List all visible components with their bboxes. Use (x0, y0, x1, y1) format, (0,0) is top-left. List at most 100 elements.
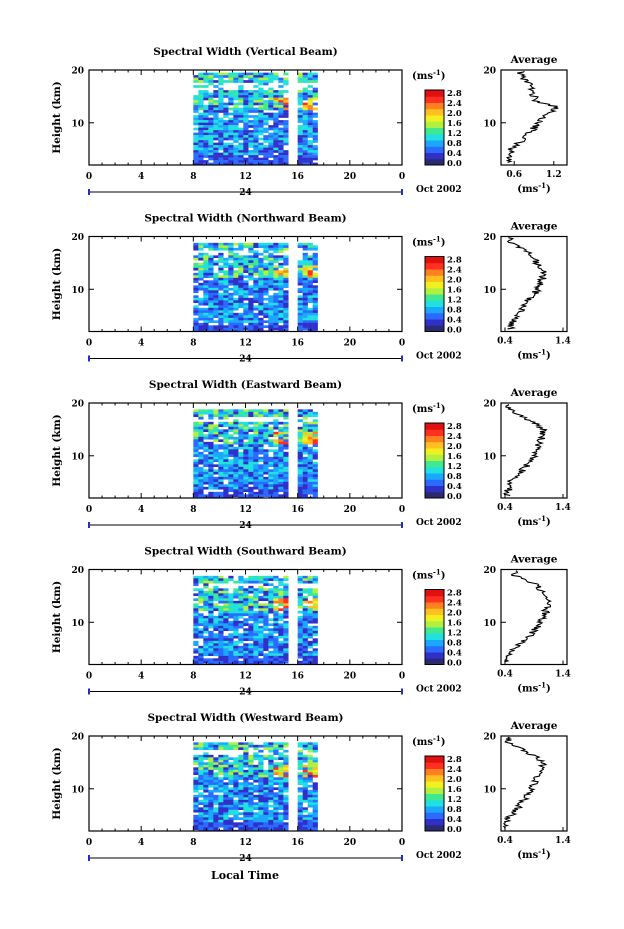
heatmap-cell (218, 640, 224, 644)
heatmap-cell (248, 625, 254, 629)
heatmap-cell (203, 752, 209, 756)
heatmap-cell (228, 807, 234, 811)
heatmap-cell (273, 275, 279, 279)
heatmap-cell (307, 819, 313, 823)
colorbar-tick-label: 1.2 (447, 296, 462, 306)
heatmap-cell (193, 484, 199, 488)
heatmap-cell (283, 575, 289, 579)
heatmap-cell (273, 112, 279, 116)
heatmap-cell (218, 451, 224, 455)
heatmap-cell (243, 145, 249, 148)
heatmap-cell (312, 302, 318, 306)
heatmap-cell (312, 640, 318, 644)
heatmap-cell (283, 132, 289, 136)
heatmap-cell (218, 643, 224, 647)
heatmap-cell (297, 471, 303, 475)
heatmap-cell (297, 630, 303, 634)
heatmap-cell (307, 135, 313, 138)
heatmap-cell (278, 744, 284, 748)
heatmap-cell (302, 633, 308, 637)
heatmap-cell (208, 640, 214, 644)
heatmap-cell (243, 466, 249, 470)
heatmap-cell (243, 242, 249, 246)
heatmap-cell (198, 409, 204, 413)
heatmap-cell (268, 127, 274, 131)
heatmap-cell (193, 97, 199, 101)
colorbar-swatch (425, 312, 444, 320)
panel-4: Spectral Width (Southward Beam)0 4 8 12 16 20… (51, 546, 571, 698)
heatmap-cell (243, 747, 249, 751)
heatmap-cell (233, 479, 239, 483)
heatmap-cell (193, 625, 199, 629)
heatmap-cell (268, 152, 274, 156)
colorbar-tick-label: 2.4 (447, 99, 462, 109)
heatmap-cell (248, 142, 254, 146)
heatmap-cell (203, 130, 209, 133)
heatmap-cell (278, 160, 284, 163)
heatmap-cell (312, 449, 318, 453)
panel-title: Spectral Width (Westward Beam) (147, 712, 343, 724)
heatmap-cell (312, 260, 318, 264)
heatmap-cell (297, 160, 303, 163)
heatmap-cell (223, 270, 229, 274)
heatmap-cell (198, 648, 204, 652)
heatmap-cell (283, 814, 289, 818)
heatmap-cell (302, 426, 308, 430)
average-unit-label: (ms-1) (517, 181, 550, 195)
average-profile-line (504, 570, 552, 663)
heatmap-cell (307, 605, 313, 609)
heatmap-cell (302, 643, 308, 647)
heatmap-cell (278, 290, 284, 294)
heatmap-cell (268, 764, 274, 768)
heatmap-cell (203, 446, 209, 450)
x-tick-label: 8 (190, 172, 196, 182)
heatmap-cell (302, 132, 308, 136)
heatmap-cell (307, 160, 313, 163)
heatmap-cell (203, 486, 209, 490)
heatmap-cell (243, 307, 249, 311)
heatmap-cell (307, 479, 313, 483)
heatmap-cell (283, 157, 289, 161)
avg-y-tick-label: 10 (483, 286, 496, 296)
heatmap-cell (283, 782, 289, 786)
heatmap-cell (268, 779, 274, 783)
heatmap-cell (208, 575, 214, 579)
heatmap-cell (233, 315, 239, 319)
heatmap-cell (228, 117, 234, 121)
heatmap-cell (238, 774, 244, 778)
heatmap-cell (218, 469, 224, 473)
heatmap-cell (297, 135, 303, 138)
heatmap-cell (243, 409, 249, 413)
heatmap-cell (253, 295, 259, 299)
heatmap-cell (243, 630, 249, 634)
heatmap-cell (193, 827, 199, 831)
heatmap-cell (218, 155, 224, 158)
heatmap-cell (248, 270, 254, 274)
x-tick-label: 16 (291, 838, 304, 848)
heatmap-cell (273, 610, 279, 614)
heatmap-cell (302, 152, 308, 156)
heatmap-cell (268, 87, 274, 91)
heatmap-cell (223, 162, 229, 165)
heatmap-cell (283, 590, 289, 594)
heatmap-cell (198, 600, 204, 604)
heatmap-cell (213, 297, 219, 301)
heatmap-cell (253, 270, 259, 274)
colorbar-tick-label: 1.6 (447, 119, 462, 129)
heatmap-cell (208, 327, 214, 331)
unit-label: (ms-1) (412, 401, 445, 415)
heatmap-cell (297, 419, 303, 423)
heatmap-cell (248, 613, 254, 617)
heatmap-cell (278, 653, 284, 657)
heatmap-cell (228, 112, 234, 116)
heatmap-cell (223, 623, 229, 627)
heatmap-cell (263, 777, 269, 781)
heatmap-cell (268, 441, 274, 445)
heatmap-cell (198, 444, 204, 448)
heatmap-cell (193, 804, 199, 808)
heatmap-cell (208, 292, 214, 296)
heatmap-cell (223, 147, 229, 151)
heatmap-cell (283, 635, 289, 639)
heatmap-cell (312, 593, 318, 597)
